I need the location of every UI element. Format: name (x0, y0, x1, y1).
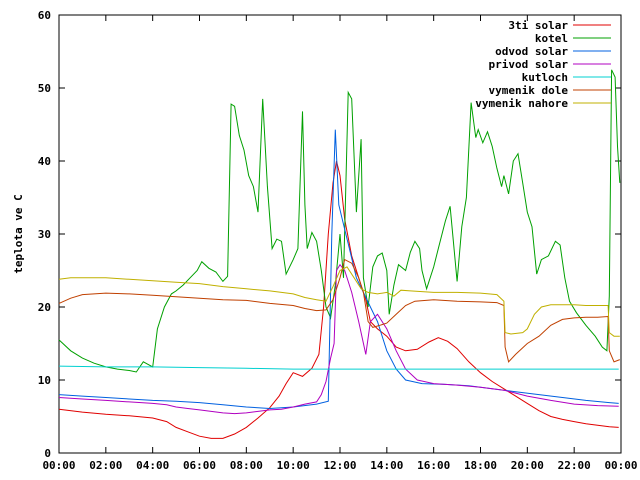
series-line-3ti-solar (58, 160, 619, 439)
x-tick-label: 22:00 (558, 459, 591, 472)
legend-label: odvod solar (495, 45, 568, 58)
series-group (58, 69, 621, 439)
series-line-vymenik-dole (58, 258, 620, 363)
legend-label: 3ti solar (508, 19, 568, 32)
y-tick-label: 40 (38, 155, 51, 168)
legend-label: vymenik nahore (475, 97, 568, 110)
x-tick-label: 06:00 (183, 459, 216, 472)
x-tick-label: 20:00 (511, 459, 544, 472)
legend-label: vymenik dole (489, 84, 569, 97)
x-tick-label: 02:00 (89, 459, 122, 472)
series-line-kutloch (58, 365, 619, 370)
y-axis-label: teplota ve C (12, 194, 25, 273)
y-axis: 0 10 20 30 40 50 60 (38, 9, 621, 460)
y-tick-label: 60 (38, 9, 51, 22)
x-tick-label: 08:00 (230, 459, 263, 472)
x-tick-label: 18:00 (464, 459, 497, 472)
x-tick-label: 00:00 (604, 459, 637, 472)
y-tick-label: 10 (38, 374, 51, 387)
x-tick-label: 16:00 (417, 459, 450, 472)
legend-label: kutloch (522, 71, 568, 84)
y-tick-label: 20 (38, 301, 51, 314)
series-line-kotel (58, 69, 621, 373)
x-tick-label: 14:00 (370, 459, 403, 472)
x-tick-label: 04:00 (136, 459, 169, 472)
series-line-vymenik-nahore (58, 266, 620, 337)
x-axis: 00:00 02:00 04:00 06:00 08:00 10:00 12:00 14:00… (42, 15, 638, 472)
legend-label: kotel (535, 32, 568, 45)
y-tick-label: 50 (38, 82, 51, 95)
legend-label: privod solar (489, 58, 569, 71)
x-tick-label: 12:00 (323, 459, 356, 472)
series-line-privod-solar (58, 263, 619, 415)
x-tick-label: 10:00 (277, 459, 310, 472)
x-tick-label: 00:00 (42, 459, 75, 472)
y-tick-label: 30 (38, 228, 51, 241)
y-tick-label: 0 (44, 447, 51, 460)
